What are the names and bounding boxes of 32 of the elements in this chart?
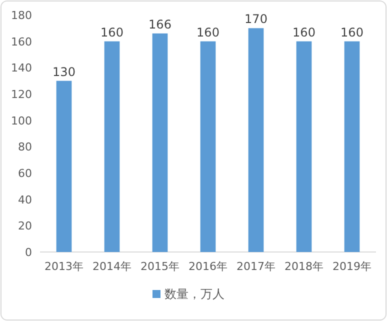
y-tick-label: 120 <box>11 88 32 101</box>
y-tick-label: 160 <box>11 35 32 48</box>
y-tick-label: 60 <box>18 167 32 180</box>
data-label: 160 <box>196 25 220 40</box>
x-tick-label: 2018年 <box>284 260 324 273</box>
y-tick-label: 140 <box>11 62 32 75</box>
x-tick-label: 2019年 <box>332 260 372 273</box>
bar <box>344 41 360 252</box>
y-tick-label: 80 <box>18 140 32 154</box>
data-label: 170 <box>244 12 268 26</box>
bar <box>248 28 264 252</box>
y-tick-label: 40 <box>18 193 32 206</box>
data-label: 166 <box>148 17 172 32</box>
data-label: 160 <box>292 25 316 40</box>
y-tick-label: 180 <box>11 9 32 22</box>
legend-label: 数量，万人 <box>164 287 224 301</box>
x-tick-label: 2013年 <box>44 260 84 273</box>
x-tick-label: 2014年 <box>92 260 132 273</box>
data-label: 160 <box>100 25 124 40</box>
bar <box>296 41 312 252</box>
bar <box>152 33 168 252</box>
x-tick-label: 2016年 <box>188 260 228 273</box>
y-tick-label: 0 <box>25 246 32 259</box>
x-tick-label: 2017年 <box>236 260 276 273</box>
x-tick-label: 2015年 <box>140 260 180 273</box>
y-tick-label: 100 <box>11 114 32 128</box>
bar <box>200 41 216 252</box>
data-label: 130 <box>52 64 76 79</box>
y-tick-label: 20 <box>18 220 32 233</box>
bar <box>56 80 72 252</box>
data-label: 160 <box>340 25 364 40</box>
bar <box>104 41 120 252</box>
